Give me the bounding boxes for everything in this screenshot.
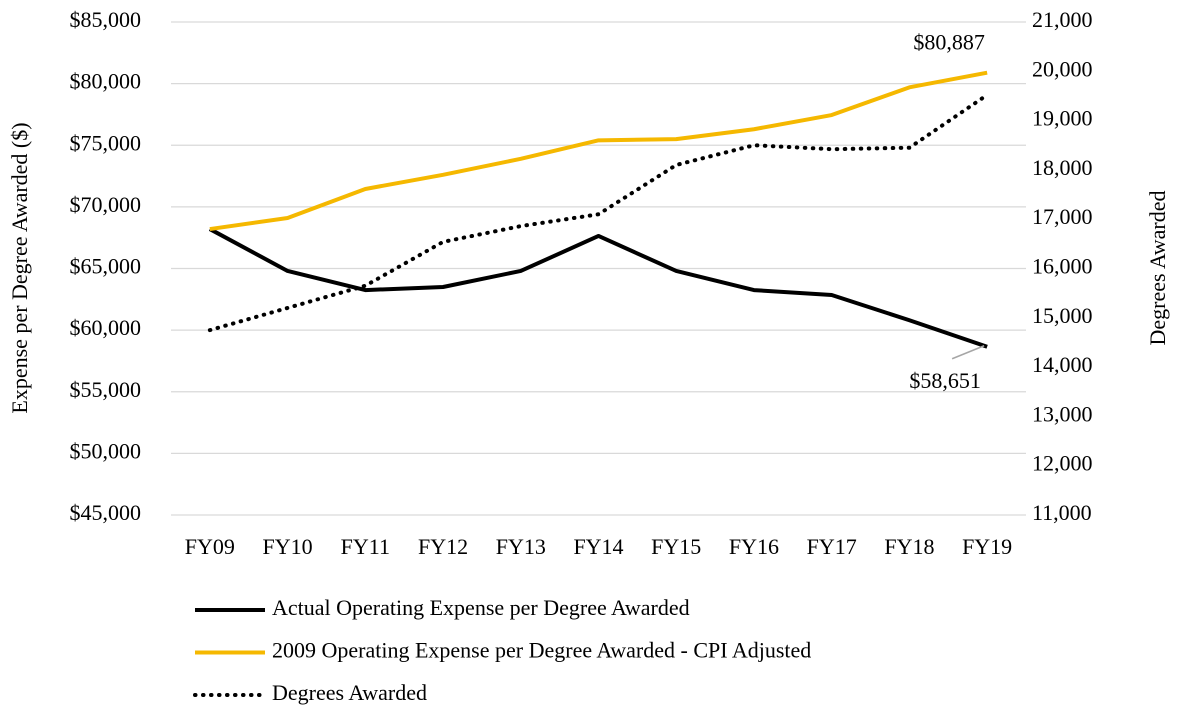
x-tick-label: FY10 [263,534,313,559]
y2-axis-label: Degrees Awarded [1145,191,1170,346]
data-label: $58,651 [909,368,981,393]
y2-tick-label: 18,000 [1032,155,1093,180]
y2-tick-label: 15,000 [1032,303,1093,328]
legend-label: 2009 Operating Expense per Degree Awarde… [272,638,811,663]
x-tick-label: FY18 [884,534,934,559]
y-tick-label: $70,000 [70,192,142,217]
y2-tick-label: 17,000 [1032,204,1093,229]
x-tick-label: FY19 [962,534,1012,559]
x-tick-label: FY12 [418,534,468,559]
x-tick-label: FY11 [341,534,390,559]
legend-label: Actual Operating Expense per Degree Awar… [272,595,690,620]
y-tick-label: $80,000 [70,69,142,94]
y2-tick-label: 20,000 [1032,56,1093,81]
x-tick-label: FY14 [573,534,623,559]
x-tick-label: FY16 [729,534,779,559]
series-line [207,92,990,333]
y2-tick-label: 21,000 [1032,7,1093,32]
y2-tick-label: 19,000 [1032,106,1093,131]
y-tick-label: $50,000 [70,438,142,463]
x-tick-label: FY13 [496,534,546,559]
series-line [208,227,988,349]
y-tick-label: $85,000 [70,7,142,32]
legend-label: Degrees Awarded [272,680,427,705]
x-tick-label: FY15 [651,534,701,559]
y-axis-label: Expense per Degree Awarded ($) [7,122,32,413]
y2-tick-label: 11,000 [1032,500,1092,525]
y2-tick-label: 12,000 [1032,451,1093,476]
y-tick-label: $45,000 [70,500,142,525]
y-tick-label: $65,000 [70,254,142,279]
x-tick-label: FY17 [807,534,857,559]
x-tick-label: FY09 [185,534,235,559]
y-tick-label: $75,000 [70,130,142,155]
data-label: $80,887 [913,30,985,55]
leader-line [951,345,985,360]
y-tick-label: $60,000 [70,315,142,340]
y2-tick-label: 14,000 [1032,352,1093,377]
y2-tick-label: 16,000 [1032,254,1093,279]
y-tick-label: $55,000 [70,377,142,402]
y2-tick-label: 13,000 [1032,401,1093,426]
series-line [209,70,988,232]
